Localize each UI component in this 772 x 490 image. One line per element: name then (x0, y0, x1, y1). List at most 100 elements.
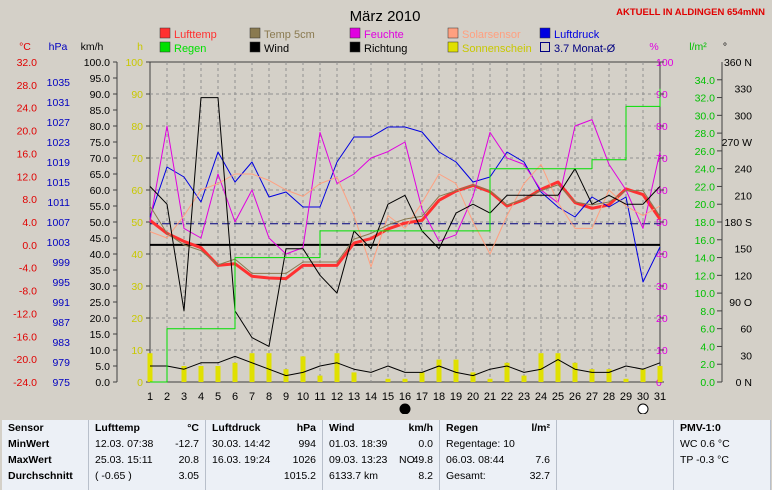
axis-tick-label-wind: 5.0 (95, 361, 110, 373)
axis-tick-label-wind: 0.0 (95, 377, 110, 389)
axis-tick-label-direction: 0 N (736, 377, 752, 389)
x-tick-label: 14 (365, 391, 377, 403)
legend-label: Feuchte (364, 29, 404, 41)
axis-tick-label-rain: 26.0 (695, 146, 716, 158)
x-tick-label: 8 (266, 391, 272, 403)
axis-tick-label-temp: 16.0 (17, 148, 38, 160)
axis-tick-label-sun: 30 (131, 281, 143, 293)
stats-wind-max-value: 49.8 (412, 454, 433, 466)
stats-lufttemp-header: Lufttemp (95, 422, 140, 434)
axis-tick-label-wind: 90.0 (90, 89, 111, 101)
stats-regen-unit: l/m² (531, 422, 550, 434)
axis-tick-label-direction: 360 N (724, 57, 752, 69)
legend-label: Luftdruck (554, 29, 600, 41)
legend-swatch (249, 27, 261, 39)
x-tick-label: 1 (147, 391, 153, 403)
axis-unit-rain: l/m² (689, 41, 707, 53)
stats-luftdruck-max-value: 1026 (292, 454, 316, 466)
axis-unit-sun: h (137, 41, 143, 53)
axis-tick-label-temp: -24.0 (13, 377, 37, 389)
axis-tick-label-rain: 34.0 (695, 75, 716, 87)
axis-tick-label-pressure: 1035 (47, 77, 71, 89)
axis-tick-label-direction: 60 (740, 324, 752, 336)
axis-tick-label-wind: 95.0 (90, 73, 111, 85)
axis-tick-label-humidity: 100 (656, 57, 674, 69)
axis-tick-label-rain: 22.0 (695, 181, 716, 193)
axis-tick-label-temp: 0.0 (22, 240, 37, 252)
sun-bar (249, 353, 255, 382)
plot-area (147, 88, 663, 414)
sun-bar (266, 353, 272, 382)
axis-tick-label-pressure: 1003 (47, 237, 71, 249)
x-tick-label: 16 (399, 391, 411, 403)
axis-tick-label-pressure: 1007 (47, 217, 71, 229)
legend-swatch (349, 41, 361, 53)
chart-canvas: März 2010 AKTUELL IN ALDINGEN 654mNN Luf… (13, 7, 765, 414)
legend-label: Regen (174, 43, 206, 55)
axis-tick-label-humidity: 80 (656, 121, 668, 133)
sun-bar (589, 369, 595, 382)
stats-wind-unit: km/h (408, 422, 433, 434)
axis-tick-label-direction: 270 W (722, 137, 752, 149)
x-tick-label: 17 (416, 391, 428, 403)
axis-tick-label-sun: 70 (131, 153, 143, 165)
stats-regen-header: Regen (446, 422, 479, 434)
stats-luftdruck-unit: hPa (296, 422, 316, 434)
axis-unit-wind: km/h (81, 41, 104, 53)
series-feuchte (149, 119, 661, 255)
x-tick-label: 13 (348, 391, 360, 403)
axis-tick-label-wind: 20.0 (90, 313, 111, 325)
sun-bar (232, 362, 238, 382)
axis-unit-pressure: hPa (49, 41, 68, 53)
axis-tick-label-wind: 35.0 (90, 265, 111, 277)
stats-lufttemp-column: Lufttemp °C 12.03. 07:38 -12.7 25.03. 15:1… (89, 420, 206, 490)
axis-tick-label-rain: 32.0 (695, 93, 716, 105)
axis-tick-label-rain: 30.0 (695, 110, 716, 122)
sun-bar (453, 359, 459, 382)
axis-tick-label-direction: 240 (734, 164, 752, 176)
legend-swatch (249, 41, 261, 53)
sun-bar (572, 362, 578, 382)
axis-tick-label-wind: 70.0 (90, 153, 111, 165)
axis-tick-label-humidity: 10 (656, 345, 668, 357)
sun-bar (521, 375, 527, 382)
axis-tick-label-rain: 20.0 (695, 199, 716, 211)
stats-luftdruck-max-time: 16.03. 19:24 (212, 454, 271, 466)
series-luftdruck (149, 126, 661, 283)
axis-tick-label-temp: 12.0 (17, 171, 38, 183)
stats-lufttemp-max-time: 25.03. 15:11 (95, 454, 153, 466)
x-tick-label: 31 (654, 391, 666, 403)
sun-bar (181, 366, 187, 382)
axis-tick-label-temp: 8.0 (22, 194, 37, 206)
legend-label: Richtung (364, 43, 407, 55)
legend-label: Lufttemp (174, 29, 217, 41)
x-tick-label: 18 (433, 391, 445, 403)
series-wind (150, 355, 661, 377)
legend-swatch (447, 27, 459, 39)
axis-tick-label-humidity: 50 (656, 217, 668, 229)
chart-axes: 32.028.024.020.016.012.08.04.00.0-4.0-8.… (13, 41, 752, 403)
axis-tick-label-rain: 0.0 (700, 377, 715, 389)
stats-luftdruck-column: Luftdruck hPa 30.03. 14:42 994 16.03. 19:2… (206, 420, 323, 490)
axis-tick-label-rain: 8.0 (700, 306, 715, 318)
stats-regen-max-value: 7.6 (535, 454, 550, 466)
sun-bar (351, 372, 357, 382)
stats-regen-total-label: Gesamt: (446, 470, 486, 482)
series-regen (150, 88, 661, 383)
legend-label: Wind (264, 43, 289, 55)
axis-tick-label-direction: 120 (734, 270, 752, 282)
axis-tick-label-direction: 300 (734, 110, 752, 122)
axis-tick-label-wind: 30.0 (90, 281, 111, 293)
axis-tick-label-humidity: 90 (656, 89, 668, 101)
x-tick-label: 15 (382, 391, 394, 403)
axis-tick-label-pressure: 1031 (47, 97, 71, 109)
axis-tick-label-wind: 10.0 (90, 345, 111, 357)
axis-tick-label-humidity: 20 (656, 313, 668, 325)
axis-tick-label-sun: 40 (131, 249, 143, 261)
axis-unit-temp: °C (19, 41, 31, 53)
sun-bar (640, 369, 646, 382)
axis-tick-label-wind: 15.0 (90, 329, 111, 341)
axis-tick-label-sun: 10 (131, 345, 143, 357)
x-tick-label: 28 (603, 391, 615, 403)
